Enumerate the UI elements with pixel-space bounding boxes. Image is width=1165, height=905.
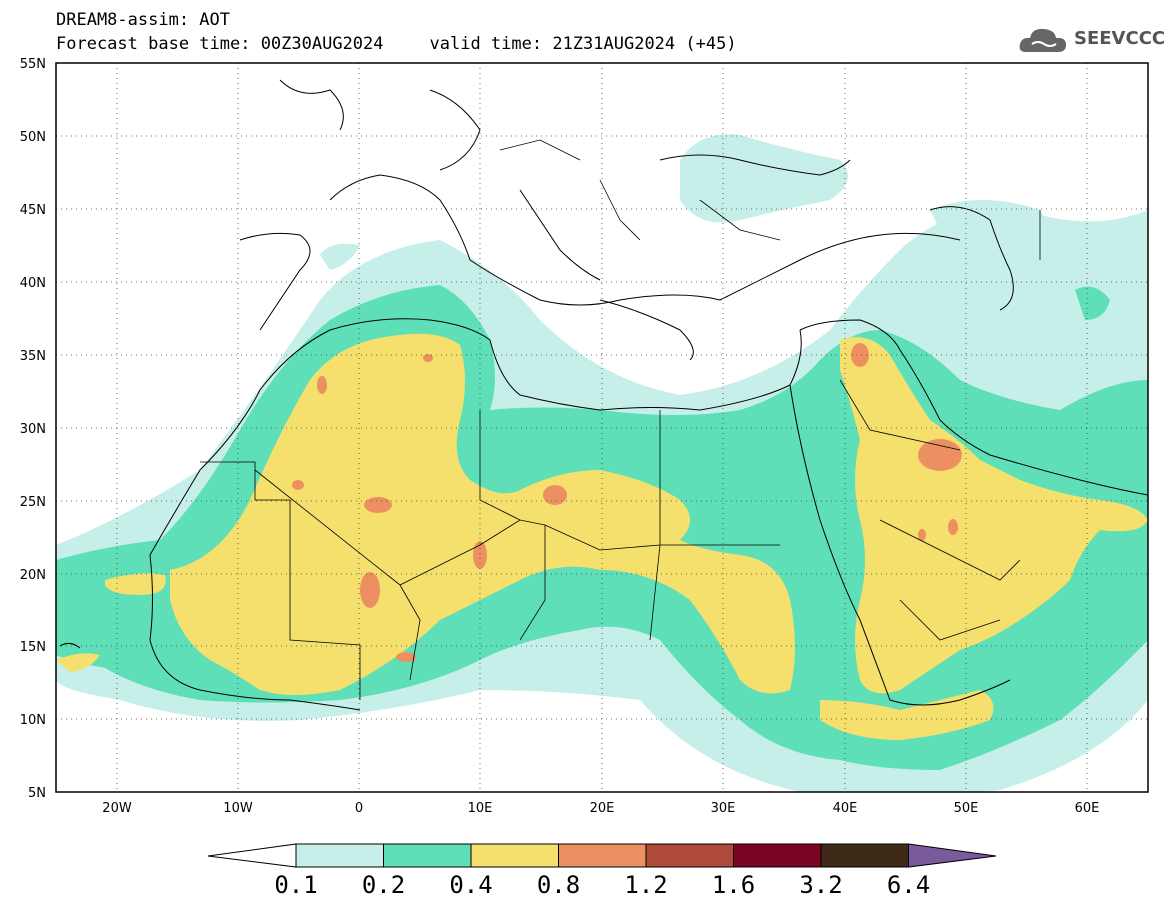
lon-label: 60E: [1075, 801, 1100, 816]
logo-text: SEEVCCC: [1074, 28, 1165, 49]
time-info: Forecast base time: 00Z30AUG2024 valid ti…: [56, 34, 737, 54]
lat-label: 20N: [20, 568, 46, 583]
lon-label: 30E: [711, 801, 736, 816]
lat-label: 15N: [20, 640, 46, 655]
colorbar-swatch: [820, 843, 909, 868]
lon-label: 10E: [468, 801, 493, 816]
lat-label: 55N: [20, 57, 46, 72]
colorbar-label: 1.6: [712, 871, 755, 899]
colorbar-swatch: [645, 843, 734, 868]
cloud-icon: [1019, 28, 1066, 52]
colorbar-label: 0.2: [362, 871, 405, 899]
colorbar-swatch: [383, 843, 472, 868]
colorbar-label: 0.8: [537, 871, 580, 899]
lat-label: 35N: [20, 349, 46, 364]
colorbar-label: 0.4: [449, 871, 492, 899]
colorbar-swatch: [733, 843, 822, 868]
colorbar-swatch: [558, 843, 647, 868]
colorbar-swatch: [470, 843, 559, 868]
colorbar: 0.1 0.2 0.4 0.8 1.2 1.6 3.2 6.4: [207, 843, 997, 899]
lon-labels: 20W 10W 0 10E 20E 30E 40E 50E 60E: [102, 801, 1099, 816]
lon-label: 0: [355, 801, 363, 816]
colorbar-label: 3.2: [799, 871, 842, 899]
lat-label: 10N: [20, 713, 46, 728]
map-frame: [55, 62, 1149, 793]
valid-time: valid time: 21Z31AUG2024 (+45): [429, 34, 737, 54]
lat-label: 5N: [28, 786, 46, 801]
lon-label: 20E: [590, 801, 615, 816]
colorbar-label: 1.2: [624, 871, 667, 899]
colorbar-label: 6.4: [887, 871, 930, 899]
lat-label: 25N: [20, 495, 46, 510]
lon-label: 10W: [223, 801, 253, 816]
coastlines: [59, 79, 1148, 711]
colorbar-under-arrow: [207, 843, 297, 868]
lat-label: 50N: [20, 130, 46, 145]
lon-label: 40E: [833, 801, 858, 816]
graticule: [56, 63, 1148, 792]
lat-label: 40N: [20, 276, 46, 291]
lon-label: 20W: [102, 801, 132, 816]
aot-band-0.8: [292, 343, 962, 662]
lat-label: 30N: [20, 422, 46, 437]
lon-label: 50E: [954, 801, 979, 816]
base-time: Forecast base time: 00Z30AUG2024: [56, 34, 384, 54]
lat-labels: 55N 50N 45N 40N 35N 30N 25N 20N 15N 10N …: [20, 57, 46, 801]
lat-label: 45N: [20, 203, 46, 218]
colorbar-label: 0.1: [274, 871, 317, 899]
seevccc-logo: SEEVCCC: [1018, 22, 1165, 58]
colorbar-over-arrow: [908, 843, 997, 868]
country-borders: [200, 139, 1041, 700]
map-title: DREAM8-assim: AOT: [56, 10, 230, 30]
colorbar-swatch: [295, 843, 384, 868]
